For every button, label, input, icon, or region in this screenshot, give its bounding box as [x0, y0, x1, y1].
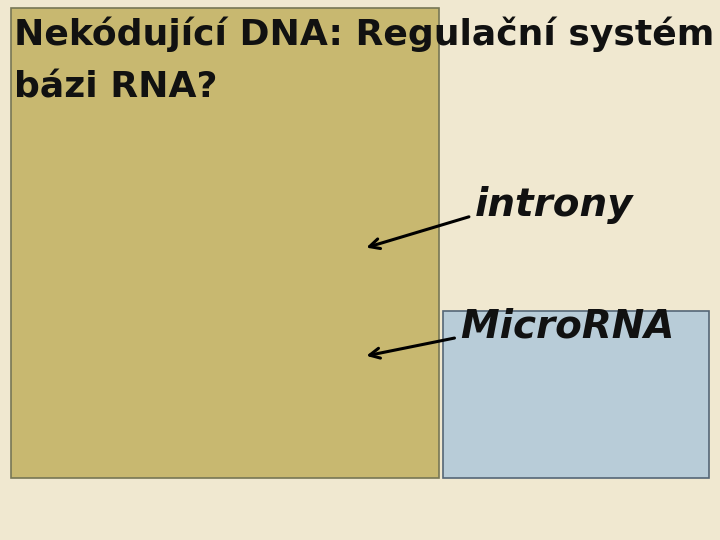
Text: bázi RNA?: bázi RNA? — [14, 70, 218, 104]
Text: Micro​RNA: Micro​RNA — [461, 308, 674, 346]
Bar — [443, 310, 709, 478]
Bar — [11, 8, 439, 478]
Text: Nekódující DNA: Regulační systém na: Nekódující DNA: Regulační systém na — [14, 16, 720, 52]
Text: introny: introny — [475, 186, 634, 224]
